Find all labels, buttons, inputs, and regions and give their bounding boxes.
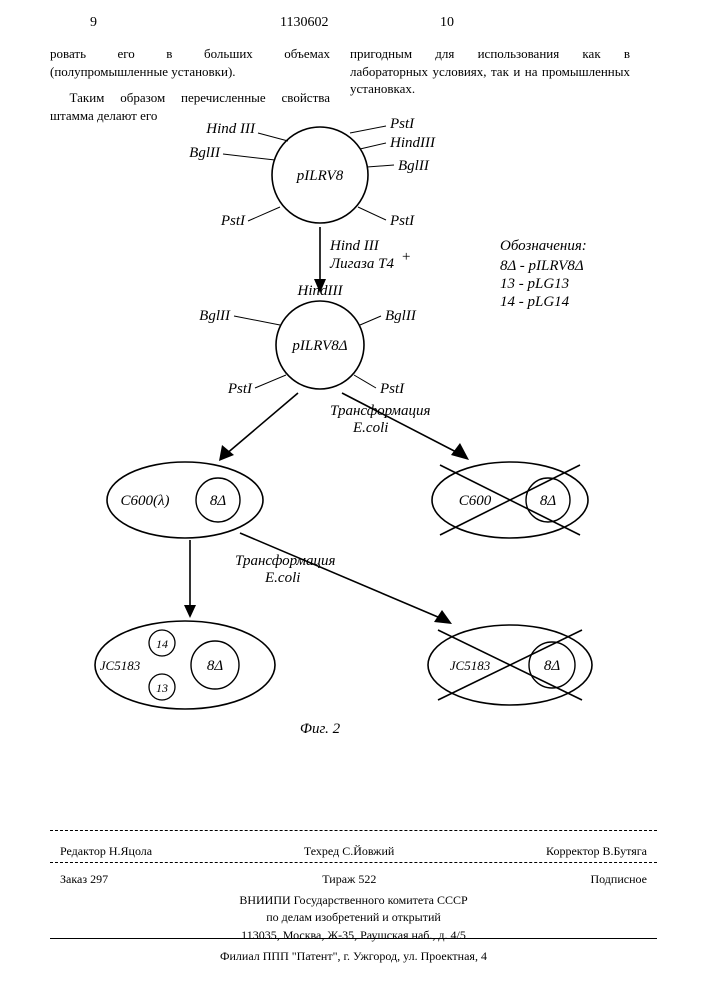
figure-caption: Фиг. 2 (300, 721, 341, 737)
legend-l2: 13 - pLG13 (500, 276, 569, 292)
plasmid2-bgl2-l: BglII (199, 308, 231, 324)
plasmid2-pst1-bl: PstI (227, 381, 253, 397)
cell-d-host: JC5183 (450, 658, 491, 673)
arrow-to-cellA-head (219, 445, 234, 461)
techred: Техред С.Йовжий (304, 842, 394, 860)
arrow-to-cellA (225, 393, 298, 455)
cell-c-p13-label: 13 (156, 681, 168, 695)
page-col-right-number: 10 (440, 15, 454, 31)
cell-d-plasmid-label: 8Δ (544, 658, 561, 674)
transform2-sub: E.coli (264, 570, 300, 586)
cell-b-host: C600 (459, 493, 492, 509)
credits-row1: Редактор Н.Яцола Техред С.Йовжий Коррект… (60, 842, 647, 864)
hr-solid-bottom (50, 938, 657, 939)
org2: по делам изобретений и открытий (60, 909, 647, 926)
figure-2-diagram: pILRV8 Hind III BglII PstI PstI HindIII … (30, 115, 670, 755)
plasmid2-pst1-br: PstI (379, 381, 405, 397)
page: 9 1130602 10 ровать его в больших объема… (0, 0, 707, 1000)
cell-c-p14-label: 14 (156, 637, 168, 651)
cell-c-p8-label: 8Δ (207, 658, 224, 674)
plasmid1-hind3-tr: HindIII (389, 135, 436, 151)
plasmid2-name: pILRV8Δ (291, 338, 347, 354)
editor: Редактор Н.Яцола (60, 842, 152, 860)
transform2-label: Трансформация (235, 553, 335, 569)
figure-svg: pILRV8 Hind III BglII PstI PstI HindIII … (30, 115, 670, 755)
plasmid1-bgl2-r: BglII (398, 158, 430, 174)
hr-dash-mid (50, 862, 657, 863)
podpis: Подписное (590, 870, 647, 888)
hr-dash-top (50, 830, 657, 831)
doc-number: 1130602 (280, 15, 328, 31)
arrow-to-cellB-head (451, 443, 469, 460)
org-lines: ВНИИПИ Государственного комитета СССР по… (60, 892, 647, 944)
transform1-sub: E.coli (352, 420, 388, 436)
cell-b-plasmid-label: 8Δ (540, 493, 557, 509)
plasmid1-name: pILRV8 (296, 168, 344, 184)
plasmid1-pst1-br: PstI (389, 213, 415, 229)
cell-a-host: C600(λ) (121, 493, 170, 509)
credits-row2: Заказ 297 Тираж 522 Подписное ВНИИПИ Гос… (60, 870, 647, 944)
step1-enzyme: Hind III (329, 238, 380, 254)
filial: Филиал ППП "Патент", г. Ужгород, ул. Про… (60, 948, 647, 965)
left-para-1: ровать его в больших объемах (полупромыш… (50, 45, 330, 80)
addr1: 113035, Москва, Ж-35, Раушская наб., д. … (60, 927, 647, 944)
plasmid1-bgl2-l: BglII (189, 145, 221, 161)
plasmid2-bgl2-r: BglII (385, 308, 417, 324)
legend-title: Обозначения: (500, 238, 587, 254)
plasmid1-pst1-tr: PstI (389, 116, 415, 132)
plasmid1-pst1-bl: PstI (220, 213, 246, 229)
page-col-left-number: 9 (90, 15, 97, 31)
filial-line: Филиал ППП "Патент", г. Ужгород, ул. Про… (60, 948, 647, 965)
step1-ligase: Лигаза Т4 (329, 256, 394, 272)
org1: ВНИИПИ Государственного комитета СССР (60, 892, 647, 909)
plasmid2-hind3-t: HindIII (297, 283, 344, 299)
right-para-1: пригодным для использования как в лабора… (350, 45, 630, 98)
arrow-to-cellC-head (184, 605, 196, 618)
corrector: Корректор В.Бутяга (546, 842, 647, 860)
order: Заказ 297 (60, 870, 108, 888)
cell-a-plasmid-label: 8Δ (210, 493, 227, 509)
plasmid1-hind3-tl: Hind III (205, 121, 256, 137)
tirazh: Тираж 522 (322, 870, 376, 888)
cell-c-host: JC5183 (100, 658, 141, 673)
step1-plus: + (402, 249, 410, 265)
legend-l1: 8Δ - pILRV8Δ (500, 258, 584, 274)
right-column: пригодным для использования как в лабора… (350, 32, 630, 111)
legend-l3: 14 - pLG14 (500, 294, 570, 310)
transform1-label: Трансформация (330, 403, 430, 419)
